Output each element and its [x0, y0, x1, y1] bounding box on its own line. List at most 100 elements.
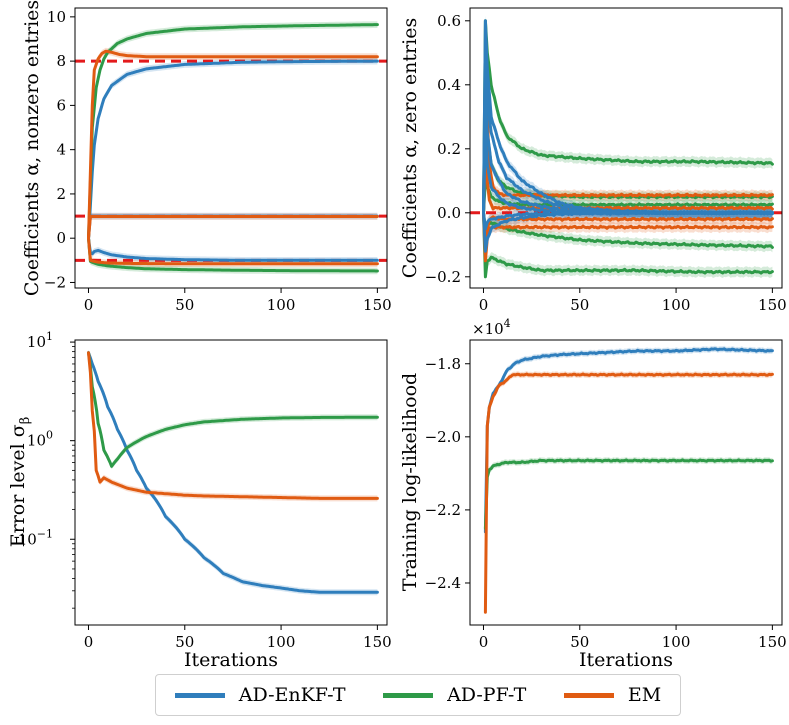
- panel-2-ytick-label: 100: [27, 429, 53, 450]
- panel-3-xlabel: Iterations: [579, 649, 673, 670]
- panel-0-xtick-label: 50: [175, 296, 194, 314]
- panel-0-ytick-label: −2: [44, 273, 66, 291]
- legend: AD-EnKF-T AD-PF-T EM: [155, 674, 681, 716]
- panel-3-xtick-label: 0: [479, 633, 489, 651]
- panel-2-band-enkf: [88, 349, 378, 596]
- panel-2-line-pf: [87, 351, 379, 468]
- panel-2-band-pf: [88, 349, 378, 470]
- panel-3-xtick-label: 150: [758, 633, 787, 651]
- legend-swatch-em: [563, 692, 614, 698]
- panel-2-xtick-label: 50: [175, 633, 194, 651]
- panel-1-xtick-label: 100: [662, 296, 691, 314]
- panel-2-xlabel: Iterations: [184, 649, 278, 670]
- legend-swatch-pf: [383, 692, 434, 698]
- panel-3-ytick-label: −2.4: [425, 574, 461, 592]
- panel-3-offset-label: ×104: [472, 317, 511, 338]
- legend-entry-enkf: AD-EnKF-T: [174, 684, 346, 706]
- panel-2-xtick-label: 150: [363, 633, 392, 651]
- panel-1-line-pf: [482, 19, 774, 215]
- panel-3-lines: [483, 347, 774, 614]
- panel-0-lines: [75, 23, 387, 273]
- panel-1-band-pf: [483, 111, 773, 218]
- panel-2-line-em: [87, 351, 379, 500]
- panel-3-band-pf: [485, 456, 773, 532]
- panel-coefficients-zero: 0 50 100 150 −0.2 0.0 0.2 0.4 0.6 Coefficients α…: [399, 7, 787, 314]
- panel-1-ytick-label: 0.6: [437, 12, 461, 30]
- panel-2-bands: [88, 349, 378, 596]
- panel-2-ylabel-main: Error level σ: [7, 424, 29, 547]
- panel-1-ytick-label: 0.4: [437, 76, 461, 94]
- figure: 0 50 100 150 −2 0 2 4 6 8 10 Coefficients α, nonze…: [7, 0, 787, 670]
- panel-1-lines: [470, 19, 782, 279]
- legend-entry-em: EM: [563, 684, 662, 706]
- panel-3-xtick-label: 100: [662, 633, 691, 651]
- panel-training-loglik: 0 50 100 150 −2.4 −2.2 −2.0 −1.8 Training log-l…: [399, 317, 787, 670]
- panel-0-band-enkf: [88, 234, 378, 264]
- panel-2-ylabel: Error level σβ: [7, 417, 33, 548]
- panel-1-ytick-label: 0.0: [437, 204, 461, 222]
- panel-0-xtick-label: 0: [84, 296, 94, 314]
- panel-1-xtick-label: 0: [479, 296, 489, 314]
- panel-1-ylabel: Coefficients α, zero entries: [399, 18, 421, 278]
- panel-3-ytick-label: −2.2: [425, 501, 461, 519]
- panel-3-band-em: [485, 371, 773, 616]
- panel-2-band-em: [88, 349, 378, 502]
- panel-0-ytick-label: 0: [56, 229, 66, 247]
- panel-3-frame: [469, 339, 783, 626]
- panel-1-ticks: 0 50 100 150 −0.2 0.0 0.2 0.4 0.6: [425, 12, 787, 314]
- panel-2-xtick-label: 100: [267, 633, 296, 651]
- panel-0-ytick-label: 10: [47, 8, 66, 26]
- panel-1-frame: [469, 7, 783, 289]
- panel-0-line-enkf: [87, 59, 379, 240]
- panel-2-ticks: 0 50 100 150 10−1 100 101: [18, 330, 392, 651]
- panel-0-line-enkf: [87, 236, 379, 262]
- panel-3-bands: [485, 345, 773, 616]
- panel-3-line-pf: [483, 458, 774, 530]
- panel-3-line-enkf: [483, 347, 774, 534]
- panel-0-ticks: 0 50 100 150 −2 0 2 4 6 8 10: [44, 8, 392, 314]
- panel-0-xtick-label: 100: [267, 296, 296, 314]
- panel-1-line-pf: [482, 211, 774, 279]
- panel-2-lines: [87, 351, 379, 594]
- panel-1-line-enkf: [482, 210, 774, 231]
- panel-0-line-pf: [87, 236, 379, 273]
- panel-0-frame: [74, 7, 388, 289]
- panel-0-bands: [88, 21, 378, 275]
- panel-1-xtick-label: 50: [570, 296, 589, 314]
- panel-0-ytick-label: 8: [56, 52, 66, 70]
- panel-1-ytick-label: 0.2: [437, 140, 461, 158]
- panel-1-line-pf: [482, 211, 774, 249]
- panel-3-offset-exp: 4: [504, 317, 511, 330]
- panel-3-ytick-label: −2.0: [425, 428, 461, 446]
- panel-3-line-em: [483, 372, 774, 614]
- panel-2-ylabel-sub: β: [18, 417, 33, 425]
- panel-0-line-pf: [87, 23, 379, 240]
- panel-2-ytick-label: 101: [27, 330, 53, 351]
- panel-1-line-em: [482, 211, 774, 263]
- panel-1-line-enkf: [482, 19, 774, 216]
- legend-label-enkf: AD-EnKF-T: [238, 684, 346, 706]
- panel-3-offset-base: ×10: [472, 320, 504, 338]
- panel-2-ytick-label: 10−1: [18, 527, 53, 548]
- panel-0-ytick-label: 4: [56, 141, 66, 159]
- panel-0-xtick-label: 150: [363, 296, 392, 314]
- panel-error-level: 0 50 100 150 10−1 100 101 Error level σβ Itera…: [7, 330, 392, 670]
- legend-label-em: EM: [627, 684, 662, 706]
- legend-entry-pf: AD-PF-T: [383, 684, 526, 706]
- panel-0-line-em: [87, 236, 379, 266]
- legend-swatch-enkf: [174, 692, 225, 698]
- panel-2-frame: [74, 339, 388, 626]
- panel-coefficients-nonzero: 0 50 100 150 −2 0 2 4 6 8 10 Coefficients α, nonze…: [21, 0, 392, 314]
- panel-2-xtick-label: 0: [84, 633, 94, 651]
- panel-0-ytick-label: 6: [56, 96, 66, 114]
- panel-1-xtick-label: 150: [758, 296, 787, 314]
- panel-3-xtick-label: 50: [570, 633, 589, 651]
- panel-2-line-enkf: [87, 351, 379, 594]
- panel-1-ytick-label: −0.2: [425, 268, 461, 286]
- panel-1-line-em: [482, 211, 774, 247]
- legend-label-pf: AD-PF-T: [447, 684, 527, 706]
- panel-0-band-em: [88, 47, 378, 242]
- panel-1-band-pf: [483, 207, 773, 282]
- panel-1-band-pf: [483, 207, 773, 253]
- panel-0-line-em: [87, 215, 379, 240]
